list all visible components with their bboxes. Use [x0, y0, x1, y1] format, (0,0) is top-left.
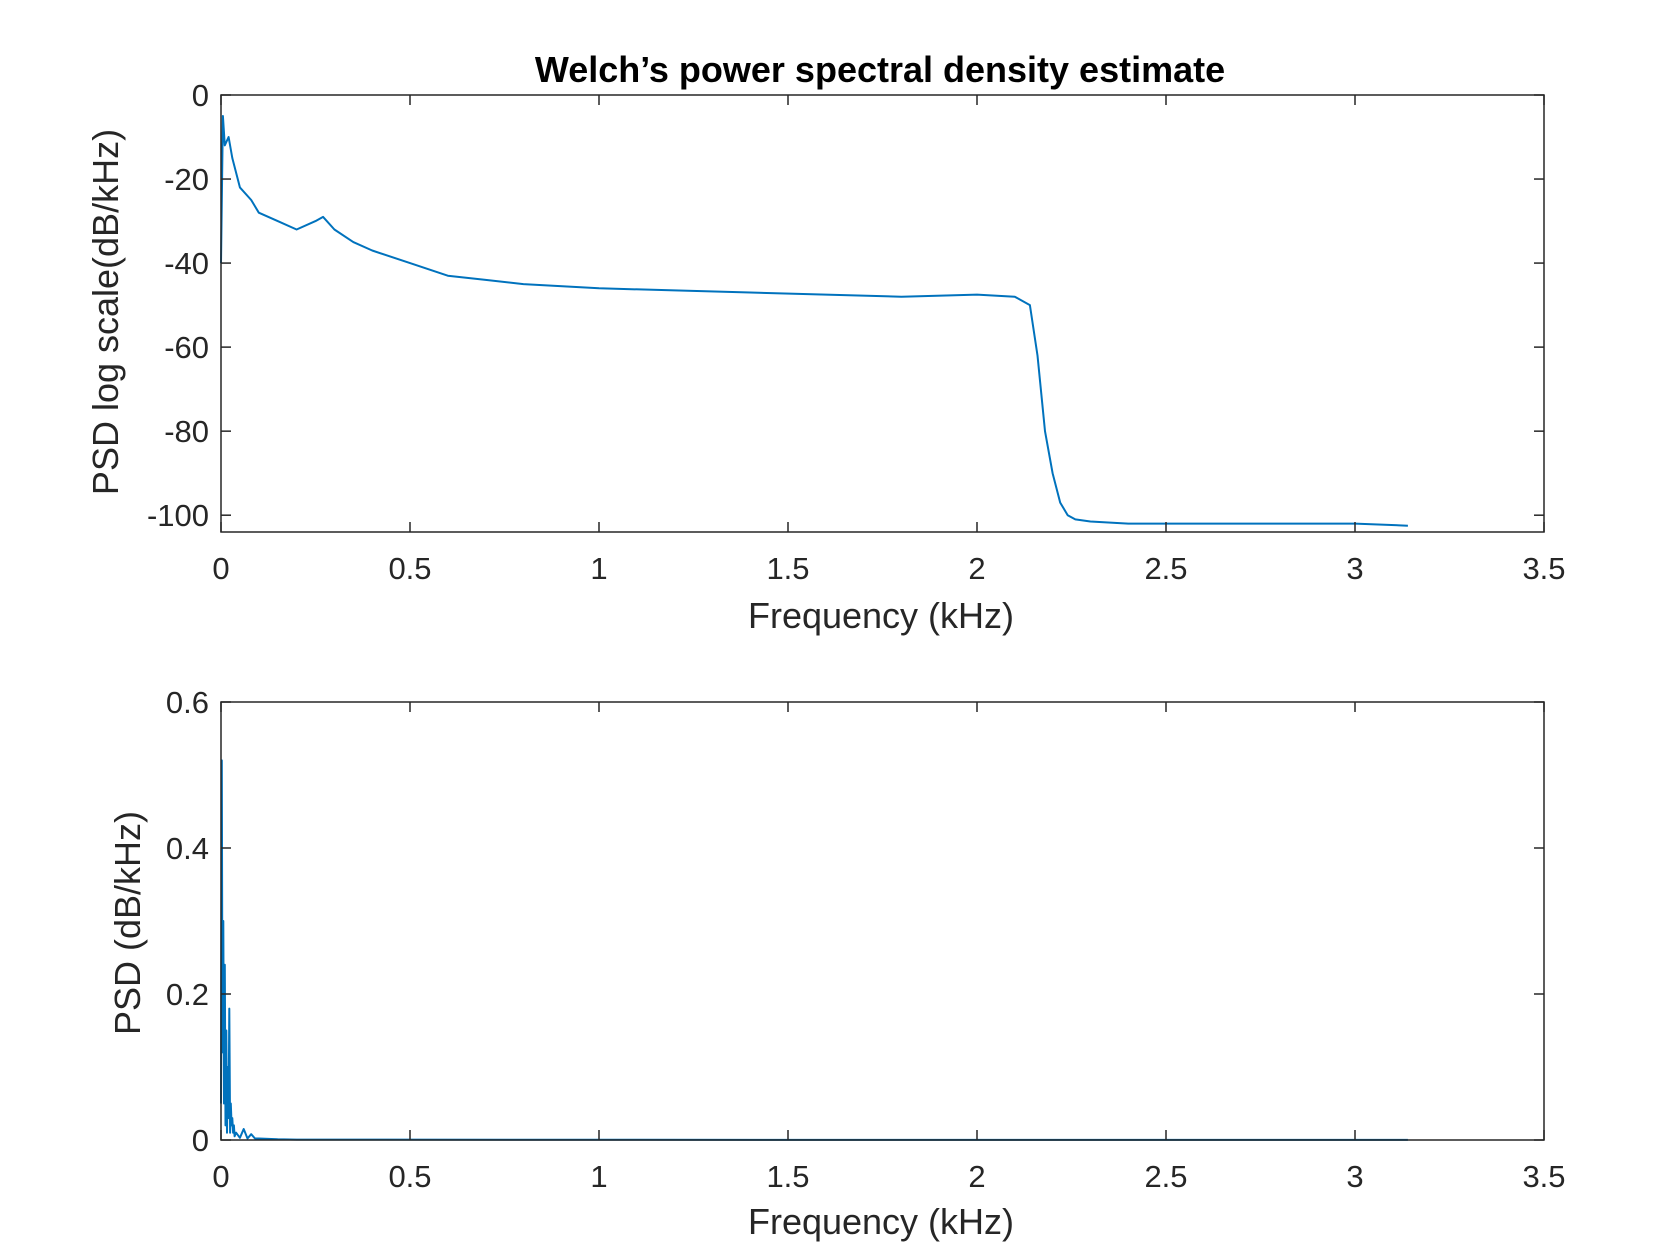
top-x-tick-label: 1.5: [766, 551, 809, 586]
top-x-tick-label: 0: [212, 551, 229, 586]
top-plot-area: 0 0.5 1 1.5 2 2.5 3 3.5 0 -20 -40 -60 -80 -100: [147, 78, 1566, 586]
chart-title: Welch’s power spectral density estimate: [535, 49, 1225, 90]
top-x-tick-label: 3: [1346, 551, 1363, 586]
bottom-y-tick-label: 0.2: [166, 977, 209, 1012]
top-axes-box: [220, 94, 1545, 533]
top-panel: 0 0.5 1 1.5 2 2.5 3 3.5 0 -20 -40 -60 -80 -100 Freque…: [85, 78, 1566, 636]
top-x-tick-label: 0.5: [388, 551, 431, 586]
top-x-axis-label: Frequency (kHz): [748, 595, 1014, 636]
bottom-plot-area: 0 0.5 1 1.5 2 2.5 3 3.5 0 0.2 0.4 0.6: [166, 685, 1566, 1194]
bottom-x-tick-label: 1: [590, 1159, 607, 1194]
top-y-axis-label: PSD log scale(dB/kHz): [85, 129, 126, 495]
top-y-tick-label: -100: [147, 498, 209, 533]
top-x-tick-label: 3.5: [1522, 551, 1565, 586]
top-y-tick-label: -20: [164, 162, 209, 197]
bottom-y-tick-label: 0.4: [166, 831, 209, 866]
top-y-tick-label: -60: [164, 330, 209, 365]
bottom-x-tick-label: 2: [968, 1159, 985, 1194]
bottom-series-line-0: [220, 759, 1408, 1141]
bottom-y-tick-label: 0: [192, 1123, 209, 1158]
bottom-y-axis-label: PSD (dB/kHz): [107, 811, 148, 1035]
top-y-tick-label: 0: [192, 78, 209, 113]
top-y-tick-label: -80: [164, 414, 209, 449]
bottom-x-tick-label: 2.5: [1144, 1159, 1187, 1194]
top-series-line-0: [220, 115, 1408, 527]
bottom-x-tick-label: 1.5: [766, 1159, 809, 1194]
bottom-panel: 0 0.5 1 1.5 2 2.5 3 3.5 0 0.2 0.4 0.6 Frequency (kH…: [107, 685, 1566, 1242]
bottom-x-tick-label: 3: [1346, 1159, 1363, 1194]
top-x-tick-label: 2.5: [1144, 551, 1187, 586]
bottom-x-tick-label: 0: [212, 1159, 229, 1194]
bottom-x-tick-label: 0.5: [388, 1159, 431, 1194]
top-x-tick-label: 2: [968, 551, 985, 586]
bottom-axes-box: [220, 701, 1545, 1141]
top-x-tick-label: 1: [590, 551, 607, 586]
bottom-y-tick-label: 0.6: [166, 685, 209, 720]
top-y-tick-label: -40: [164, 246, 209, 281]
bottom-x-tick-label: 3.5: [1522, 1159, 1565, 1194]
bottom-x-axis-label: Frequency (kHz): [748, 1201, 1014, 1242]
